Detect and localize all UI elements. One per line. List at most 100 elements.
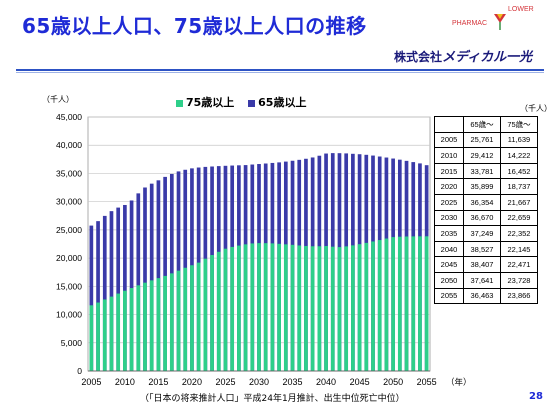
bar-75-plus [351,245,355,371]
table-value-cell: 37,249 [463,225,501,242]
bar-75-plus [290,244,295,371]
bar-65-plus [96,221,100,371]
table-value-cell: 25,761 [463,131,501,149]
table-value-cell: 36,463 [463,287,501,305]
y-tick-label: 45,000 [56,112,82,122]
bar-75-plus [96,302,100,371]
table-year-cell: 2040 [434,240,464,258]
bar-65-plus [123,204,127,371]
y-tick-label: 15,000 [56,281,82,291]
table-year-cell: 2025 [434,193,464,211]
x-tick-label: 2010 [115,377,135,387]
bar-65-plus [129,200,134,371]
table-value-cell: 29,412 [463,147,501,164]
bar-75-plus [183,267,188,371]
x-tick-label: 2020 [182,377,202,387]
table-value-cell: 33,781 [463,162,501,180]
bar-75-plus [123,290,127,371]
bar-65-plus [143,187,147,371]
table-value-cell: 38,527 [463,240,501,258]
table-value-cell: 22,659 [500,209,538,227]
bar-75-plus [371,241,375,371]
bar-75-plus [344,246,349,371]
bar-75-plus [143,282,147,371]
bar-65-plus [136,193,141,371]
x-tick-label: 2025 [215,377,235,387]
x-tick-label: 2005 [81,377,101,387]
bar-75-plus [237,245,241,371]
table-row: 2045 38,407 22,471 [434,256,538,273]
bar-75-plus [391,237,395,371]
bar-75-plus [136,285,141,371]
bar-75-plus [116,293,121,371]
legend-label-65: 65歳以上 [258,96,307,109]
table-value-cell: 16,452 [500,162,538,180]
table-value-cell: 36,354 [463,193,501,211]
table-value-cell: 23,866 [500,287,538,305]
table-header-cell [434,116,464,133]
table-year-cell: 2045 [434,256,464,273]
brand-lower-text: LOWER [508,6,534,13]
x-tick-label: 2035 [283,377,303,387]
bar-65-plus [149,183,154,371]
table-value-cell: 37,641 [463,271,501,289]
bar-75-plus [404,236,409,371]
brand-pharmac-text: PHARMAC [452,20,488,27]
table-value-cell: 18,737 [500,178,538,195]
bar-75-plus [102,299,107,371]
table-row: 2030 36,670 22,659 [434,209,538,227]
y-tick-label: 40,000 [56,140,82,150]
table-header-cell: 75歳～ [500,116,538,133]
y-tick-label: 35,000 [56,168,82,178]
title-divider [16,69,544,71]
bar-75-plus [317,246,322,371]
bar-75-plus [190,265,194,371]
table-unit: （千人） [520,104,552,113]
bar-75-plus [243,244,248,371]
y-tick-label: 25,000 [56,225,82,235]
table-value-cell: 22,352 [500,225,538,242]
bar-75-plus [411,236,416,371]
table-row: 2025 36,354 21,667 [434,193,538,211]
table-value-cell: 38,407 [463,256,501,273]
bar-65-plus [109,211,114,371]
bar-65-plus [156,180,161,371]
table-value-cell: 35,899 [463,178,501,195]
bar-75-plus [216,251,221,371]
bar-75-plus [337,247,342,371]
y-axis-unit: （千人） [42,95,74,104]
table-year-cell: 2020 [434,178,464,195]
bar-75-plus [169,273,174,371]
bar-75-plus [357,244,362,371]
bar-75-plus [277,243,281,371]
x-axis-suffix: （年） [446,377,472,388]
bar-75-plus [250,243,255,371]
table-row: 2020 35,899 18,737 [434,178,538,195]
table-value-cell: 11,639 [500,131,538,149]
bar-75-plus [203,258,208,371]
legend-swatch-75 [176,99,183,107]
bar-75-plus [377,240,382,371]
bar-65-plus [89,225,94,371]
table-value-cell: 22,471 [500,256,538,273]
bar-75-plus [210,255,214,371]
bar-75-plus [129,288,134,371]
bar-75-plus [330,246,335,371]
bar-75-plus [89,305,94,371]
bar-65-plus [163,176,167,371]
bar-75-plus [176,270,181,371]
table-year-cell: 2050 [434,271,464,289]
table-row: 2050 37,641 23,728 [434,271,538,289]
legend-swatch-65 [248,99,256,107]
table-header-cell: 65歳～ [463,116,501,133]
bar-75-plus [263,243,268,371]
bar-75-plus [283,244,288,371]
page-title: 65歳以上人口、75歳以上人口の推移 [22,14,367,38]
source-note: （「日本の将来推計人口」平成24年1月推計、出生中位死亡中位） [140,394,405,404]
table-row: 2005 25,761 11,639 [434,131,538,149]
y-tick-label: 5,000 [61,338,83,348]
bar-75-plus [424,236,429,371]
company-prefix: 株式会社 [394,50,443,64]
table-row: 2010 29,412 14,222 [434,147,538,164]
table-year-cell: 2005 [434,131,464,149]
